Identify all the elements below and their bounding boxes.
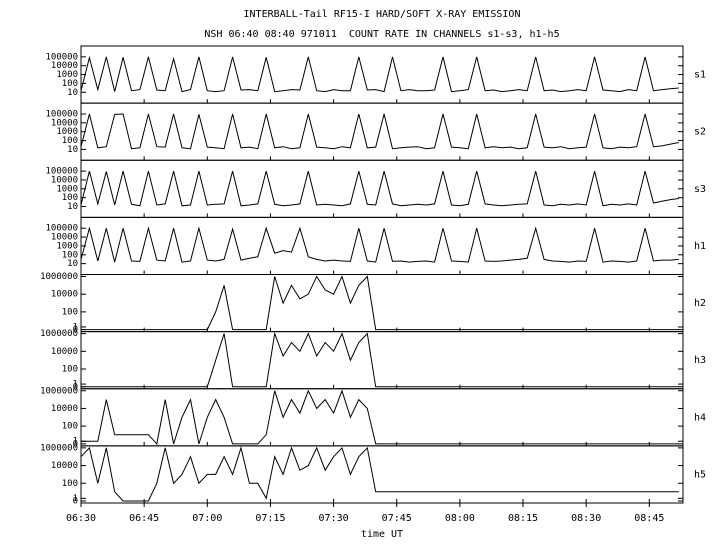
y-tick-label: 10	[67, 259, 78, 269]
y-tick-label: 0	[73, 497, 78, 507]
y-tick-label: 100	[62, 479, 78, 489]
y-tick-label: 0	[73, 382, 78, 392]
x-axis-label: time UT	[361, 529, 403, 540]
y-tick-label: 1	[73, 380, 78, 390]
panel-label: h5	[694, 469, 706, 480]
x-tick-label: 06:45	[129, 513, 159, 524]
y-tick-label: 0	[73, 439, 78, 449]
data-line	[80, 113, 679, 150]
y-tick-label: 10000	[51, 347, 78, 357]
panel-frame	[80, 45, 684, 104]
y-tick-label: 100	[62, 365, 78, 375]
chart-title: INTERBALL-Tail RF15-I HARD/SOFT X-RAY EM…	[244, 9, 521, 20]
y-tick-label: 100	[62, 422, 78, 432]
data-line	[81, 275, 679, 331]
data-line	[80, 446, 679, 502]
panel-frame	[80, 445, 684, 504]
y-tick-label: 10000	[51, 118, 78, 128]
panel-frame	[80, 274, 684, 333]
panel-frame	[80, 331, 684, 390]
y-tick-label: 1	[73, 437, 78, 447]
x-tick-label: 08:30	[571, 513, 601, 524]
x-tick-label: 08:00	[445, 513, 475, 524]
panel-frame	[80, 159, 684, 218]
y-tick-label: 100	[62, 193, 78, 203]
y-tick-label: 100000	[45, 224, 78, 234]
data-line	[80, 226, 679, 263]
panel-frame	[80, 102, 684, 161]
y-tick-label: 1000	[56, 241, 78, 251]
chart-subtitle: NSH 06:40 08:40 971011 COUNT RATE IN CHA…	[204, 29, 559, 40]
x-tick-label: 07:30	[319, 513, 349, 524]
x-tick-label: 07:00	[192, 513, 222, 524]
panel-label: s3	[694, 184, 706, 195]
data-line	[80, 55, 679, 93]
panel-label: s1	[694, 70, 706, 81]
panel-label: h4	[694, 412, 706, 423]
y-tick-label: 10	[67, 202, 78, 212]
panel-label: s2	[694, 127, 706, 138]
y-tick-label: 1	[73, 494, 78, 504]
y-tick-label: 10000	[51, 290, 78, 300]
y-tick-label: 1000	[56, 184, 78, 194]
y-tick-label: 100000	[45, 109, 78, 119]
panel-label: h3	[694, 355, 706, 366]
y-tick-label: 1000	[56, 127, 78, 137]
x-tick-label: 07:45	[382, 513, 412, 524]
y-tick-label: 10000	[51, 233, 78, 243]
y-tick-label: 1000	[56, 70, 78, 80]
panel-label: h1	[694, 241, 706, 252]
x-tick-label: 06:30	[66, 513, 96, 524]
y-tick-label: 1000000	[40, 272, 78, 282]
panel-frame	[80, 216, 684, 275]
y-tick-label: 1000000	[40, 386, 78, 396]
y-tick-label: 100	[62, 79, 78, 89]
x-tick-label: 07:15	[255, 513, 285, 524]
y-tick-label: 100	[62, 250, 78, 260]
y-tick-label: 10	[67, 145, 78, 155]
data-line	[81, 331, 679, 388]
y-tick-label: 100000	[45, 52, 78, 62]
y-tick-label: 1000000	[40, 443, 78, 453]
y-tick-label: 10000	[51, 61, 78, 71]
y-tick-label: 100000	[45, 167, 78, 177]
y-tick-label: 10000	[51, 404, 78, 414]
y-tick-label: 0	[73, 325, 78, 335]
data-line	[80, 170, 679, 207]
y-tick-label: 10000	[51, 175, 78, 185]
panel-label: h2	[694, 298, 706, 309]
y-tick-label: 1	[73, 322, 78, 332]
x-tick-label: 08:15	[508, 513, 538, 524]
y-tick-label: 100	[62, 136, 78, 146]
y-tick-label: 10	[67, 88, 78, 98]
y-tick-label: 10000	[51, 461, 78, 471]
data-line	[81, 389, 679, 445]
y-tick-label: 1000000	[40, 329, 78, 339]
x-tick-label: 08:45	[634, 513, 664, 524]
y-tick-label: 100	[62, 307, 78, 317]
panel-frame	[80, 388, 684, 447]
